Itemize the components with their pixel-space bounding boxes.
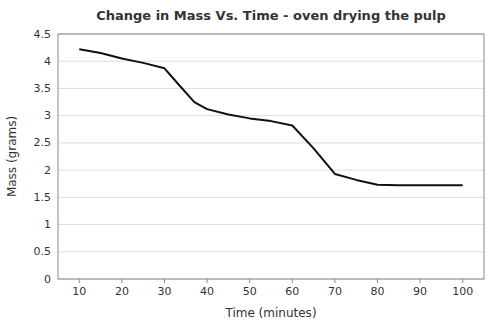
y-tick-label: 3.5 [34, 82, 52, 95]
grid-line [58, 142, 484, 143]
grid-line [58, 224, 484, 225]
grid-line [58, 197, 484, 198]
plot-area [58, 34, 484, 279]
x-tick-label: 10 [72, 285, 86, 298]
x-tick [420, 279, 421, 283]
x-tick [377, 279, 378, 283]
x-tick [334, 279, 335, 283]
x-tick-label: 90 [413, 285, 427, 298]
series-group [79, 49, 462, 185]
grid-line [58, 251, 484, 252]
grid-line [58, 115, 484, 116]
x-tick [164, 279, 165, 283]
y-tick-label: 4 [44, 55, 51, 68]
grid-line [58, 88, 484, 89]
data-line [79, 49, 462, 185]
x-tick-label: 20 [115, 285, 129, 298]
y-tick-label: 0.5 [34, 245, 52, 258]
x-tick-label: 40 [200, 285, 214, 298]
y-tick-label: 1.5 [34, 191, 52, 204]
y-tick-label: 4.5 [34, 28, 52, 41]
y-axis-label: Mass (grams) [5, 116, 19, 197]
x-tick [207, 279, 208, 283]
x-tick-label: 50 [243, 285, 257, 298]
y-tick-label: 2 [44, 164, 51, 177]
x-tick [462, 279, 463, 283]
grid-line [58, 61, 484, 62]
x-tick-label: 70 [328, 285, 342, 298]
x-tick [121, 279, 122, 283]
x-tick-label: 100 [452, 285, 473, 298]
y-tick-label: 2.5 [34, 136, 52, 149]
x-tick-label: 60 [285, 285, 299, 298]
x-tick [292, 279, 293, 283]
x-tick-label: 30 [158, 285, 172, 298]
y-tick-label: 0 [44, 273, 51, 286]
grid-line [58, 170, 484, 171]
plot-frame [58, 34, 484, 279]
y-tick-label: 1 [44, 218, 51, 231]
title: Change in Mass Vs. Time - oven drying th… [96, 8, 446, 23]
x-tick [249, 279, 250, 283]
x-axis-label: Time (minutes) [224, 306, 316, 320]
y-tick-label: 3 [44, 109, 51, 122]
x-tick-label: 80 [371, 285, 385, 298]
x-tick [79, 279, 80, 283]
chart: 0 0.5 1 1.5 2 2.5 3 3.5 4 4.5 10 20 30 40 50 60 70 80 90 10… [0, 0, 500, 325]
